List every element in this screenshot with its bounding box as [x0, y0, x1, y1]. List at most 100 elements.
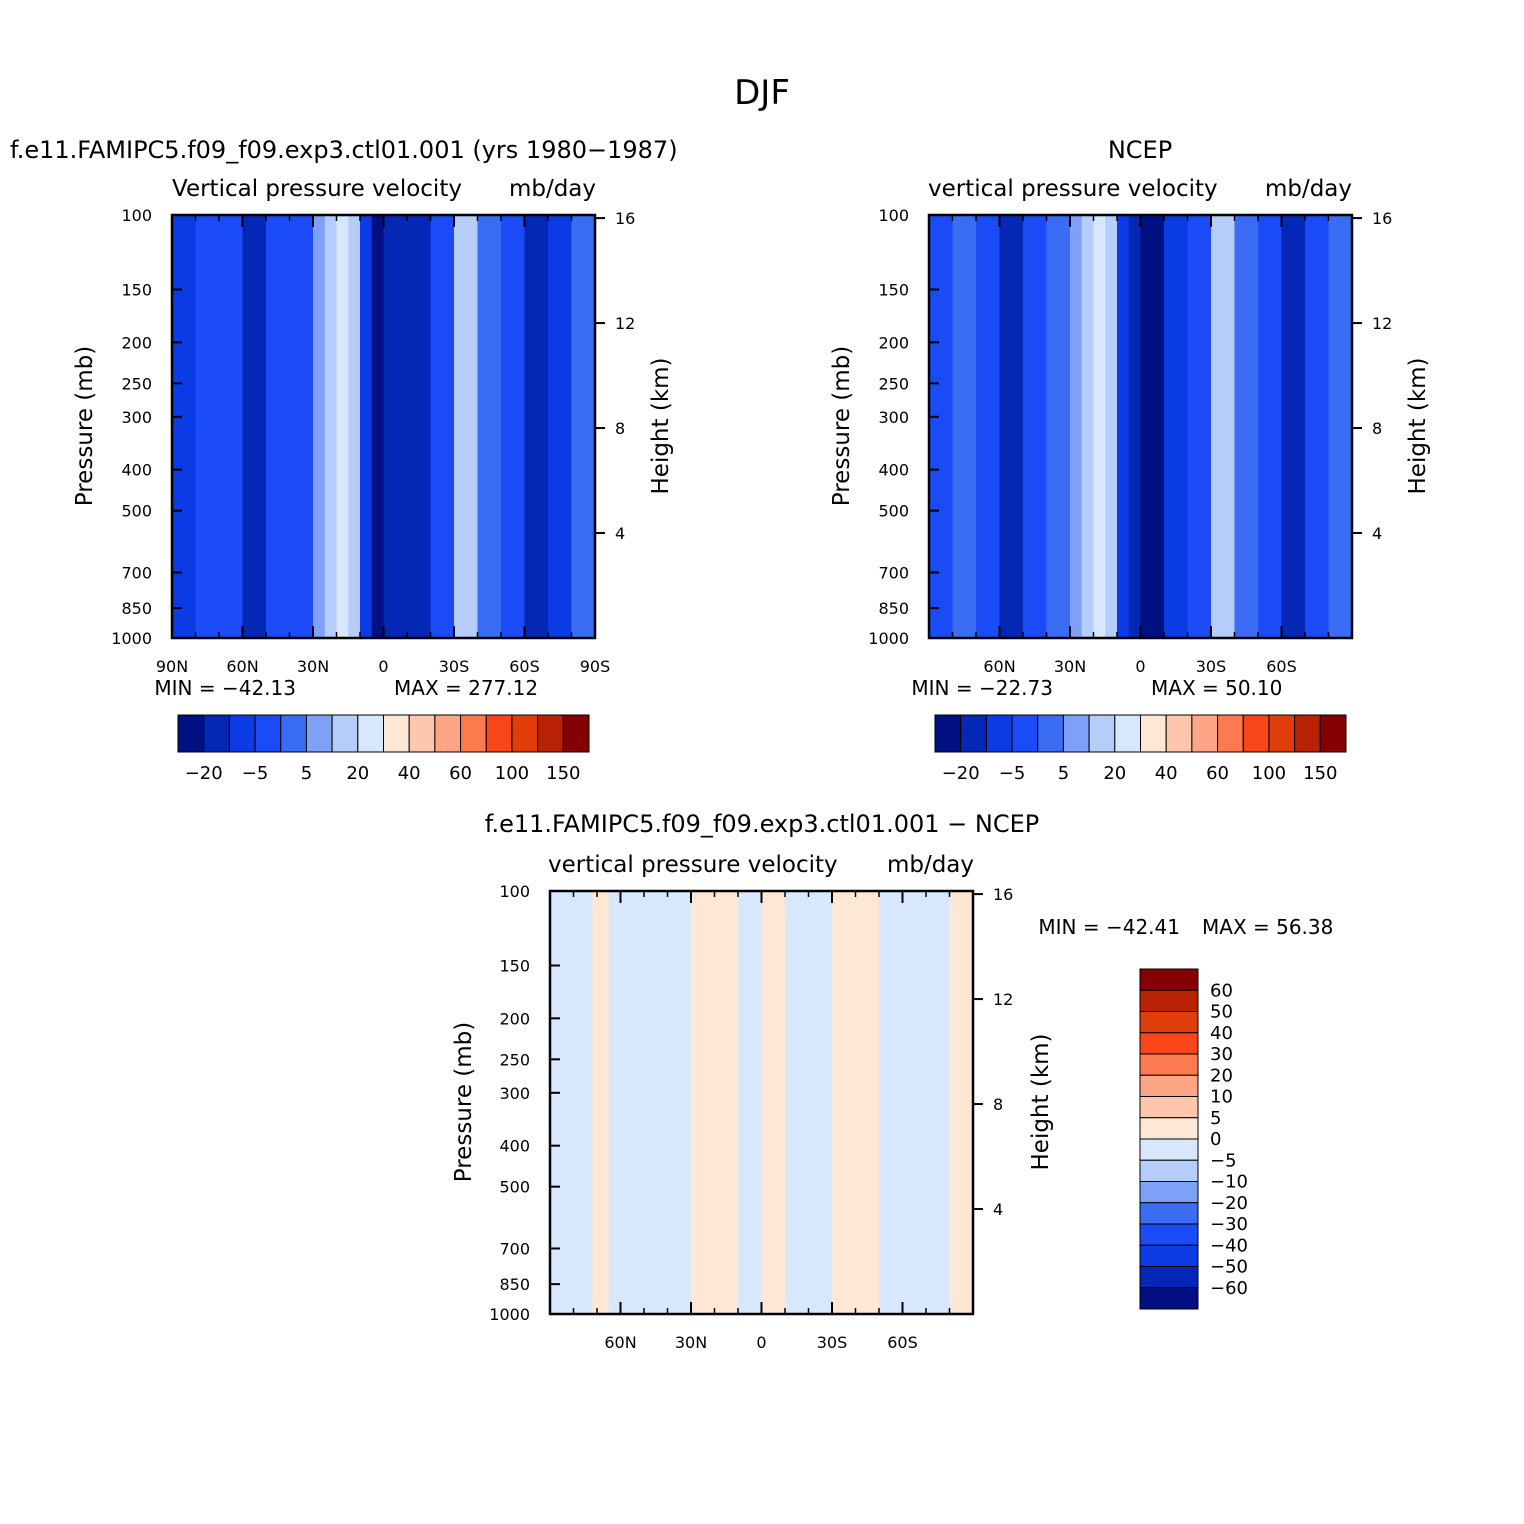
contour-band: [550, 891, 575, 1314]
contour-band: [501, 215, 526, 638]
contour-band: [1117, 215, 1130, 638]
colorbar-swatch: [228, 714, 256, 753]
colorbar-swatch: [383, 714, 410, 753]
contour-band: [430, 215, 455, 638]
model-panel-header: Vertical pressure velocity mb/day: [172, 176, 596, 202]
contour-band: [1281, 215, 1306, 638]
height-tick-label: 12: [1372, 314, 1392, 333]
lat-tick-label: 0: [378, 657, 388, 676]
colorbar-label: 5: [1210, 1108, 1221, 1129]
pressure-tick-label: 200: [878, 333, 909, 352]
diff-units-label: mb/day: [887, 852, 974, 878]
colorbar-swatch: [985, 714, 1013, 753]
contour-band: [1081, 215, 1095, 638]
model-colorbar: −20 −5 5 20 40 60 100 150: [177, 714, 590, 784]
height-tick-label: 8: [1372, 419, 1382, 438]
pressure-tick-label: 300: [121, 408, 152, 427]
pressure-tick-label: 250: [499, 1050, 530, 1069]
colorbar-swatch: [305, 714, 333, 753]
lat-tick-label: 60N: [983, 657, 1015, 676]
obs-units-label: mb/day: [1265, 176, 1352, 202]
colorbar-swatch: [1139, 1181, 1199, 1204]
pressure-tick-label: 400: [878, 461, 909, 480]
height-tick-label: 12: [993, 990, 1013, 1009]
colorbar-label: −5: [242, 763, 269, 784]
contour-band: [219, 215, 244, 638]
colorbar-label: 100: [1252, 763, 1286, 784]
colorbar-swatch: [511, 714, 539, 753]
contour-band: [1023, 215, 1048, 638]
obs-panel-title: NCEP: [1108, 136, 1172, 164]
obs-min-label: MIN = −22.73: [911, 676, 1053, 700]
colorbar-swatch: [1139, 1138, 1199, 1161]
colorbar-label: 40: [1210, 1023, 1233, 1044]
contour-band: [266, 215, 291, 638]
colorbar-label: 10: [1210, 1087, 1233, 1108]
colorbar-label: 150: [546, 763, 580, 784]
lat-tick-label: 60S: [887, 1333, 918, 1352]
obs-height-axis-label: Height (km): [1405, 357, 1431, 494]
contour-band: [761, 891, 774, 1314]
pressure-tick-label: 300: [499, 1084, 530, 1103]
contour-band: [976, 215, 1001, 638]
contour-band: [313, 215, 326, 638]
diff-pressure-axis-label: Pressure (mb): [451, 1022, 477, 1182]
colorbar-label: −50: [1210, 1257, 1248, 1278]
height-tick-label: 8: [615, 419, 625, 438]
contour-band: [1234, 215, 1259, 638]
colorbar-swatch: [1139, 968, 1199, 991]
colorbar-label: 100: [495, 763, 529, 784]
contour-band: [773, 891, 786, 1314]
model-panel-title: f.e11.FAMIPC5.f09_f09.exp3.ctl01.001 (yr…: [10, 136, 678, 164]
contour-band: [1093, 215, 1106, 638]
lat-tick-label: 60S: [509, 657, 540, 676]
colorbar-swatch: [1139, 1053, 1199, 1076]
colorbar-label: 60: [449, 763, 472, 784]
diff-variable-label: vertical pressure velocity: [548, 852, 838, 878]
obs-contour-plot: 100 150 200 250 300 400 500 700 850 1000 4 8 12 16 60N…: [868, 206, 1392, 676]
lat-tick-label: 60N: [604, 1333, 636, 1352]
pressure-tick-label: 250: [121, 374, 152, 393]
contour-band: [336, 215, 349, 638]
obs-variable-label: vertical pressure velocity: [928, 176, 1218, 202]
diff-contour-plot: 100 150 200 250 300 400 500 700 850 1000 4 8 12 16 60N…: [489, 882, 1013, 1352]
colorbar-label: −20: [1210, 1193, 1248, 1214]
contour-band: [1328, 215, 1353, 638]
colorbar-label: −5: [999, 763, 1026, 784]
pressure-tick-label: 250: [878, 374, 909, 393]
contour-band: [592, 891, 610, 1314]
colorbar-label: 5: [301, 763, 312, 784]
colorbar-swatch: [254, 714, 282, 753]
contour-band: [926, 891, 951, 1314]
contour-band: [1140, 215, 1165, 638]
height-tick-label: 16: [615, 209, 635, 228]
contour-band: [477, 215, 502, 638]
colorbar-swatch: [1319, 714, 1347, 753]
colorbar-swatch: [357, 714, 384, 753]
contour-band: [879, 891, 904, 1314]
colorbar-swatch: [960, 714, 987, 753]
pressure-tick-label: 100: [878, 206, 909, 225]
colorbar-label: −20: [942, 763, 980, 784]
lat-tick-label: 30N: [1054, 657, 1086, 676]
colorbar-swatch: [1294, 714, 1321, 753]
colorbar-swatch: [1139, 1159, 1199, 1182]
colorbar-swatch: [177, 714, 205, 753]
pressure-tick-label: 1000: [489, 1305, 530, 1324]
contour-band: [738, 891, 763, 1314]
obs-max-label: MAX = 50.10: [1151, 676, 1282, 700]
colorbar-swatch: [1114, 714, 1141, 753]
colorbar-swatch: [537, 714, 564, 753]
contour-band: [691, 891, 716, 1314]
colorbar-label: −20: [185, 763, 223, 784]
contour-band: [1258, 215, 1283, 638]
contour-band: [1187, 215, 1212, 638]
colorbar-swatch: [1268, 714, 1296, 753]
pressure-tick-label: 150: [499, 956, 530, 975]
colorbar-swatch: [1139, 1096, 1199, 1119]
colorbar-swatch: [485, 714, 513, 753]
contour-band: [714, 891, 739, 1314]
lat-tick-label: 30S: [817, 1333, 848, 1352]
colorbar-swatch: [1242, 714, 1270, 753]
